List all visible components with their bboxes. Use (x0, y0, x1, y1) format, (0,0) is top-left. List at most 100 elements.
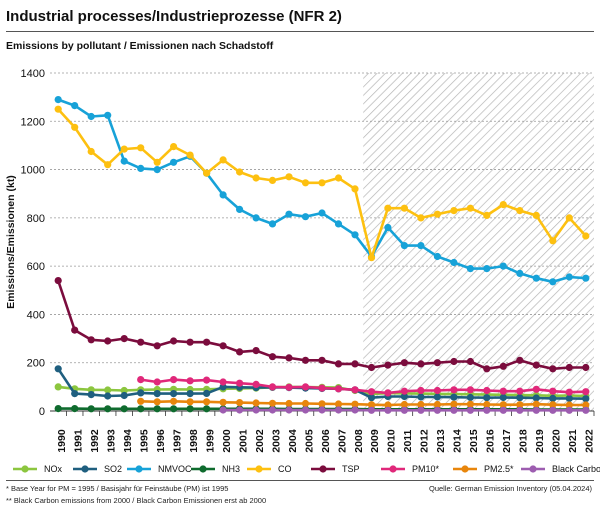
x-tick-label: 2010 (386, 429, 398, 453)
legend-marker (199, 465, 207, 473)
data-point (104, 161, 112, 169)
data-point (466, 204, 474, 212)
data-point (153, 342, 161, 350)
data-point (87, 336, 95, 344)
legend-marker (81, 465, 89, 473)
data-point (549, 237, 557, 245)
data-point (71, 102, 79, 110)
data-point (565, 214, 573, 222)
legend-label: NOx (44, 464, 62, 474)
data-point (384, 401, 392, 409)
data-point (433, 393, 441, 401)
data-point (170, 405, 178, 413)
data-point (565, 406, 573, 414)
x-tick-label: 2016 (485, 429, 497, 453)
data-point (466, 393, 474, 402)
data-point (582, 395, 590, 403)
legend-label: SO2 (104, 464, 123, 474)
x-tick-label: 2018 (518, 429, 530, 453)
data-point (104, 337, 112, 345)
data-point (417, 400, 425, 409)
data-point (137, 389, 145, 397)
series-pm2-5 (137, 397, 590, 409)
data-point (252, 380, 260, 388)
data-point (236, 379, 244, 387)
data-point (351, 231, 359, 239)
x-tick-label: 1995 (138, 429, 150, 453)
data-point (170, 397, 178, 405)
data-point (285, 173, 293, 181)
legend-item: CO (246, 463, 292, 475)
data-point (483, 400, 491, 409)
data-point (87, 112, 95, 121)
x-tick-label: 2003 (270, 429, 282, 453)
x-tick-label: 1994 (122, 429, 134, 453)
data-point (400, 400, 408, 409)
data-point (351, 360, 359, 368)
data-point (318, 209, 326, 217)
data-point (565, 401, 573, 409)
data-point (549, 365, 557, 373)
data-point (236, 399, 244, 407)
x-tick-label: 2021 (567, 429, 579, 453)
data-point (71, 390, 79, 398)
data-point (120, 391, 128, 400)
data-point (417, 393, 425, 401)
data-point (285, 399, 293, 408)
data-point (203, 338, 211, 346)
data-point (433, 359, 441, 367)
data-point (532, 394, 540, 402)
data-point (268, 399, 277, 407)
x-tick-label: 1998 (188, 429, 200, 453)
data-point (87, 391, 95, 399)
data-point (318, 406, 326, 414)
data-point (433, 252, 441, 261)
data-point (285, 210, 293, 218)
data-point (252, 406, 260, 414)
data-point (516, 401, 524, 409)
data-point (400, 392, 408, 401)
x-tick-label: 2017 (501, 429, 513, 453)
data-point (565, 388, 573, 396)
data-point (549, 387, 557, 395)
legend-swatch (381, 465, 405, 473)
data-point (499, 393, 507, 402)
legend-swatch (13, 465, 37, 473)
data-point (186, 405, 194, 413)
legend-marker (389, 465, 397, 473)
legend-marker (461, 465, 469, 473)
data-point (54, 383, 62, 391)
data-point (367, 363, 376, 372)
data-point (384, 204, 392, 212)
data-point (417, 242, 425, 250)
data-point (450, 386, 458, 394)
legend-swatch (73, 465, 97, 473)
data-point (268, 353, 277, 361)
data-point (120, 405, 128, 413)
data-point (71, 326, 79, 334)
data-point (170, 337, 178, 345)
data-point (285, 406, 293, 414)
data-point (351, 406, 359, 414)
data-point (285, 354, 293, 362)
data-point (499, 387, 507, 395)
data-point (153, 405, 161, 413)
data-point (219, 342, 227, 350)
data-point (532, 211, 540, 219)
legend-marker (529, 465, 537, 473)
data-point (186, 390, 194, 398)
data-point (104, 392, 112, 400)
data-point (450, 357, 458, 366)
x-tick-label: 1993 (105, 429, 117, 453)
data-point (384, 223, 392, 232)
x-tick-label: 2011 (402, 429, 414, 452)
legend-marker (135, 465, 143, 473)
data-point (400, 359, 408, 367)
legend-marker (319, 465, 327, 473)
data-point (137, 164, 145, 172)
data-point (219, 406, 227, 414)
data-point (417, 360, 425, 368)
data-point (285, 383, 293, 391)
data-point (565, 363, 573, 372)
